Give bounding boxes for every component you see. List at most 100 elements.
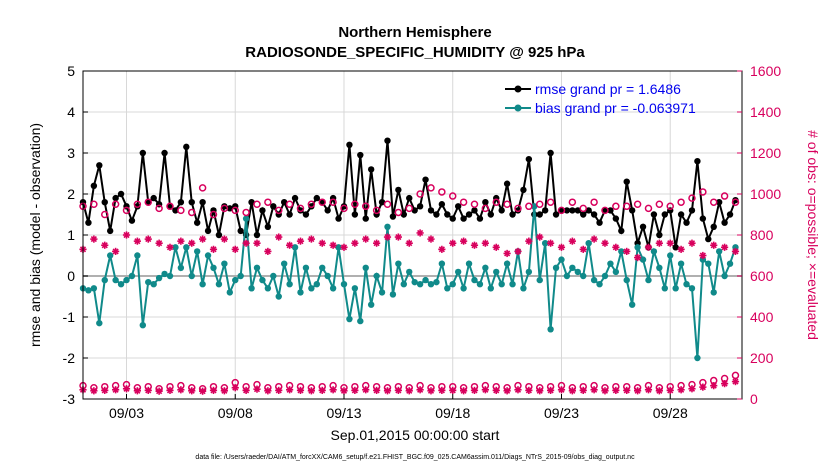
obs-evaluated-point — [677, 386, 685, 394]
data-point — [411, 207, 418, 214]
obs-possible-point — [187, 208, 196, 217]
data-point — [667, 252, 674, 259]
data-point — [302, 211, 310, 218]
obs-evaluated-point — [329, 386, 337, 394]
data-point — [444, 211, 451, 218]
data-point — [612, 268, 620, 276]
y2-tick-label: 400 — [750, 309, 774, 325]
data-point — [291, 194, 299, 202]
data-point — [210, 264, 217, 271]
data-point — [726, 211, 734, 218]
obs-possible-point — [90, 200, 98, 208]
y-tick-label: 0 — [67, 268, 75, 284]
obs-evaluated-point — [351, 239, 359, 247]
data-point — [335, 215, 342, 222]
data-point — [493, 268, 500, 276]
data-point — [639, 256, 647, 263]
data-point — [580, 272, 587, 280]
tick-layer: -3 -2 -1 0 1 2 3 4 5 0 200 400 600 800 1000 1200 1400 160… — [63, 63, 782, 421]
data-point — [471, 276, 478, 284]
data-point — [384, 223, 391, 230]
data-point — [726, 260, 734, 267]
data-point — [433, 211, 440, 218]
data-point — [237, 227, 244, 235]
obs-evaluated-point — [155, 239, 163, 247]
data-point — [449, 281, 456, 288]
data-point — [226, 205, 234, 212]
data-point — [645, 276, 652, 284]
data-point — [715, 248, 723, 255]
obs-evaluated-point — [655, 239, 663, 247]
data-point — [710, 223, 717, 230]
obs-possible-point — [655, 200, 664, 208]
data-point — [449, 215, 456, 222]
obs-evaluated-point — [503, 249, 511, 258]
data-point — [139, 322, 147, 329]
obs-evaluated-point — [568, 387, 576, 395]
data-point — [721, 272, 728, 280]
data-point — [411, 278, 418, 286]
data-point — [618, 227, 625, 235]
data-point — [96, 319, 103, 327]
obs-possible-point — [361, 202, 370, 211]
obs-possible-point — [307, 200, 316, 208]
data-point — [367, 166, 375, 173]
obs-evaluated-point — [634, 387, 642, 395]
data-point — [547, 326, 554, 333]
series-2 — [79, 184, 740, 219]
data-point — [259, 207, 266, 214]
obs-possible-point — [394, 208, 403, 217]
data-point — [351, 211, 359, 218]
data-point — [123, 276, 130, 284]
obs-evaluated-point — [579, 245, 587, 253]
obs-evaluated-point — [438, 386, 446, 394]
obs-evaluated-point — [601, 239, 609, 247]
data-point — [563, 207, 571, 214]
obs-possible-point — [231, 206, 239, 215]
data-point — [444, 285, 451, 292]
data-point — [465, 260, 473, 267]
data-point — [215, 231, 223, 239]
data-point — [509, 281, 516, 288]
y-tick-label: 1 — [67, 227, 75, 243]
data-point — [520, 285, 527, 292]
data-point — [688, 207, 696, 214]
obs-possible-point — [209, 210, 218, 219]
data-point — [117, 281, 125, 288]
obs-evaluated-point — [264, 247, 272, 255]
data-point — [612, 215, 620, 222]
y2-tick-label: 1000 — [750, 186, 781, 202]
data-point — [259, 276, 266, 284]
obs-evaluated-point — [383, 233, 392, 241]
obs-evaluated-point — [264, 387, 272, 395]
data-point — [264, 285, 272, 292]
data-point — [427, 281, 435, 288]
data-point — [106, 252, 114, 259]
data-point — [656, 264, 663, 271]
obs-evaluated-point — [144, 235, 152, 243]
obs-possible-point — [220, 204, 229, 213]
data-point — [715, 199, 723, 206]
obs-evaluated-point — [220, 235, 228, 243]
obs-evaluated-point — [731, 377, 740, 386]
obs-evaluated-point — [481, 386, 489, 394]
obs-evaluated-point — [296, 386, 305, 394]
obs-possible-point — [100, 210, 109, 219]
data-point — [346, 315, 353, 323]
data-point — [280, 199, 288, 206]
data-point — [672, 244, 679, 251]
obs-evaluated-point — [427, 235, 435, 243]
data-point — [302, 264, 310, 271]
data-point — [324, 272, 331, 280]
obs-evaluated-point — [112, 386, 120, 394]
data-point — [590, 211, 598, 218]
obs-possible-point — [329, 198, 337, 206]
data-point — [596, 281, 603, 288]
data-point — [286, 281, 293, 288]
data-point — [683, 219, 690, 226]
data-point — [155, 274, 163, 282]
obs-possible-point — [688, 194, 696, 202]
data-point — [221, 203, 228, 210]
obs-possible-point — [448, 192, 457, 200]
